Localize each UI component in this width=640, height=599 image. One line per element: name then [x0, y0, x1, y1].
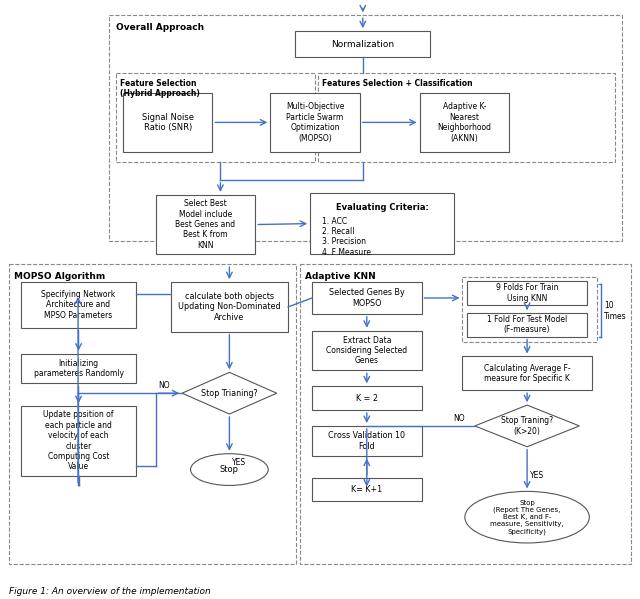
FancyBboxPatch shape [312, 331, 422, 370]
Text: Stop Traning?
(K>20): Stop Traning? (K>20) [501, 416, 553, 435]
FancyBboxPatch shape [462, 356, 592, 390]
Text: Stop Trianing?: Stop Trianing? [201, 389, 258, 398]
FancyBboxPatch shape [21, 282, 136, 328]
Ellipse shape [191, 453, 268, 485]
Text: Overall Approach: Overall Approach [116, 23, 204, 32]
Text: Cross Validation 10
Fold: Cross Validation 10 Fold [328, 431, 405, 450]
FancyBboxPatch shape [21, 406, 136, 476]
Text: K= K+1: K= K+1 [351, 485, 382, 494]
Text: Update position of
each particle and
velocity of each
cluster
Computing Cost
Val: Update position of each particle and vel… [44, 410, 114, 471]
Text: 1. ACC
2. Recall
3. Precision
4. F Measure: 1. ACC 2. Recall 3. Precision 4. F Measu… [322, 217, 371, 257]
Text: Select Best
Model include
Best Genes and
Best K from
KNN: Select Best Model include Best Genes and… [175, 199, 236, 250]
FancyBboxPatch shape [312, 426, 422, 456]
Ellipse shape [465, 491, 589, 543]
Text: Stop: Stop [220, 465, 239, 474]
Text: NO: NO [158, 381, 170, 390]
Text: Stop
(Report The Genes,
Best K, and F-
measure, Sensitivity,
Specificity): Stop (Report The Genes, Best K, and F- m… [490, 500, 564, 535]
Text: Specifying Network
Architecture and
MPSO Parameters: Specifying Network Architecture and MPSO… [42, 290, 116, 320]
Text: 1 Fold For Test Model
(F-measure): 1 Fold For Test Model (F-measure) [487, 315, 567, 334]
Text: 10
Times: 10 Times [604, 301, 627, 320]
Text: calculate both objects
Updating Non-Dominated
Archive: calculate both objects Updating Non-Domi… [178, 292, 281, 322]
Text: 9 Folds For Train
Using KNN: 9 Folds For Train Using KNN [496, 283, 558, 302]
Text: NO: NO [453, 414, 465, 423]
Polygon shape [182, 373, 276, 414]
FancyBboxPatch shape [312, 386, 422, 410]
Text: MOPSO Algorithm: MOPSO Algorithm [14, 272, 106, 281]
Text: YES: YES [232, 458, 246, 467]
Text: Initializing
parameteres Randomly: Initializing parameteres Randomly [33, 359, 124, 378]
Text: Feature Selection
(Hybrid Approach): Feature Selection (Hybrid Approach) [120, 78, 200, 98]
FancyBboxPatch shape [310, 193, 454, 255]
FancyBboxPatch shape [295, 31, 429, 57]
FancyBboxPatch shape [467, 313, 587, 337]
Text: Adaptive K-
Nearest
Neighborhood
(AKNN): Adaptive K- Nearest Neighborhood (AKNN) [437, 102, 492, 143]
FancyBboxPatch shape [420, 93, 509, 152]
Text: Multi-Objective
Particle Swarm
Optimization
(MOPSO): Multi-Objective Particle Swarm Optimizat… [286, 102, 344, 143]
FancyBboxPatch shape [312, 477, 422, 501]
Text: Normalization: Normalization [331, 40, 394, 49]
FancyBboxPatch shape [21, 353, 136, 383]
FancyBboxPatch shape [171, 282, 288, 332]
Text: Figure 1: An overview of the implementation: Figure 1: An overview of the implementat… [10, 586, 211, 595]
Polygon shape [475, 405, 579, 447]
Text: Signal Noise
Ratio (SNR): Signal Noise Ratio (SNR) [141, 113, 194, 132]
FancyBboxPatch shape [467, 281, 587, 305]
FancyBboxPatch shape [312, 282, 422, 314]
Text: Selected Genes By
MOPSO: Selected Genes By MOPSO [329, 288, 404, 308]
Text: Evaluating Criteria:: Evaluating Criteria: [336, 202, 429, 211]
Text: YES: YES [530, 471, 544, 480]
Text: Extract Data
Considering Selected
Genes: Extract Data Considering Selected Genes [326, 335, 407, 365]
FancyBboxPatch shape [156, 195, 255, 255]
FancyBboxPatch shape [270, 93, 360, 152]
FancyBboxPatch shape [123, 93, 212, 152]
Text: Calculating Average F-
measure for Specific K: Calculating Average F- measure for Speci… [484, 364, 570, 383]
Text: Adaptive KNN: Adaptive KNN [305, 272, 376, 281]
Text: Features Selection + Classification: Features Selection + Classification [322, 78, 472, 88]
Text: K = 2: K = 2 [356, 394, 378, 403]
